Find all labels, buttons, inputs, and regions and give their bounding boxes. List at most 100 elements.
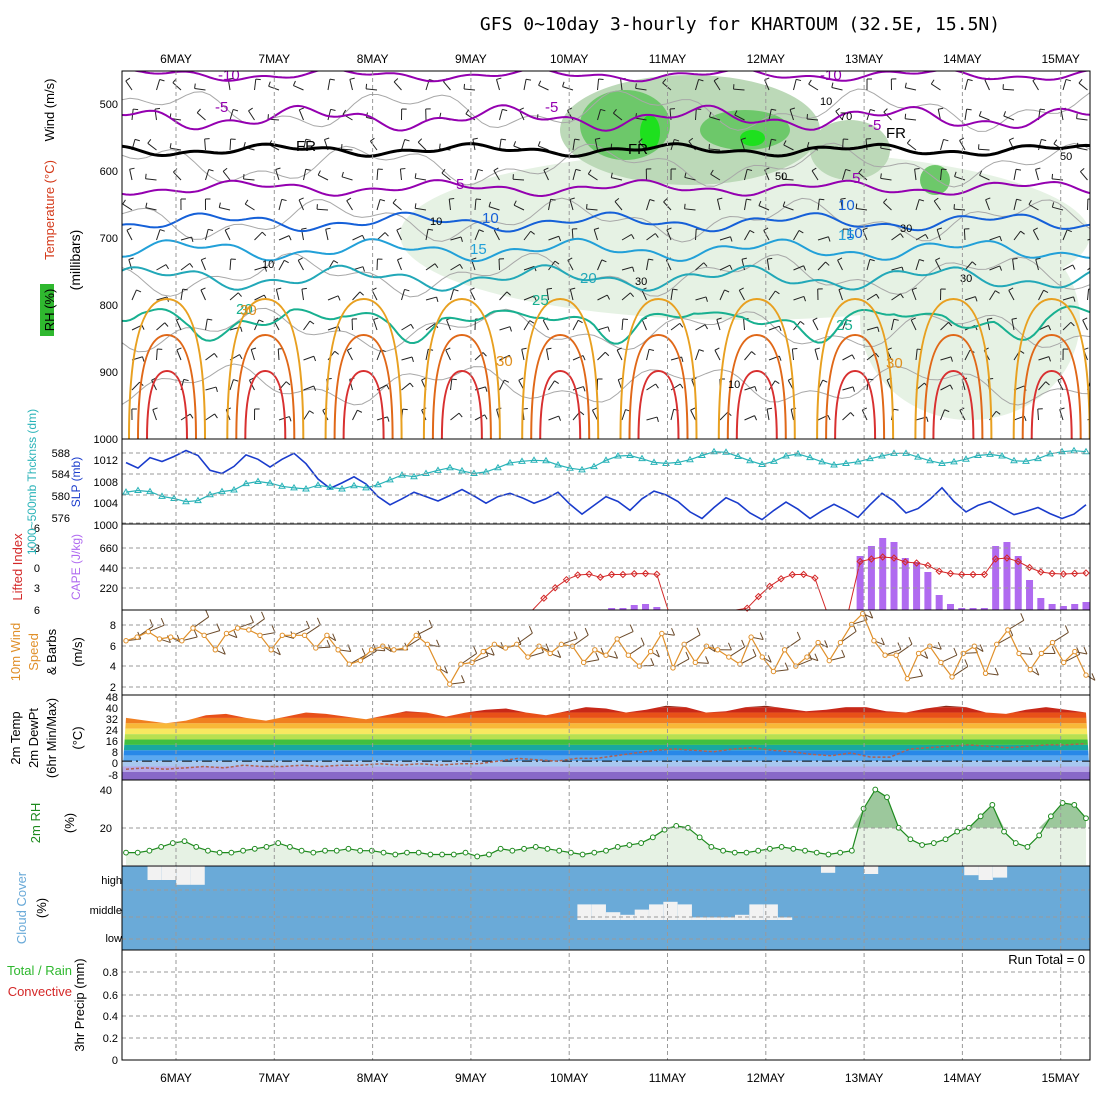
li-point <box>585 570 593 578</box>
wind-speed-point <box>357 657 364 664</box>
cape-bar <box>935 595 943 610</box>
rh-point <box>205 847 211 854</box>
upper-barb-flag <box>509 326 512 332</box>
rh-point <box>708 843 715 850</box>
upper-barb <box>862 229 868 241</box>
upper-barb-flag <box>604 351 610 357</box>
isotherm-6 <box>122 264 1090 292</box>
warm-cell <box>637 369 680 439</box>
upper-barb <box>301 289 304 301</box>
upper-barb-flag <box>944 409 950 413</box>
li-point <box>946 569 955 578</box>
rh-contour-label: 30 <box>960 273 972 285</box>
ylabel-temp-3: (6hr Min/Max) <box>44 698 59 778</box>
upper-barb-flag <box>152 407 158 411</box>
thickness-point <box>410 472 418 480</box>
warm-cell <box>1021 333 1082 439</box>
upper-barb-flag <box>778 355 782 361</box>
upper-barb <box>327 79 331 91</box>
upper-barb <box>125 80 133 91</box>
upper-barb-flag <box>869 258 875 262</box>
rh-point <box>439 851 445 858</box>
wind-barb-flag <box>655 649 660 658</box>
rh-point <box>544 845 551 852</box>
upper-barb <box>641 289 647 301</box>
upper-barb <box>719 289 725 301</box>
upper-barb <box>646 349 650 361</box>
upper-barb-flag <box>601 259 607 263</box>
thickness-point <box>302 484 310 492</box>
frame-wind <box>121 609 1091 696</box>
wind-speed-point <box>781 647 788 653</box>
li-point <box>890 554 898 562</box>
upper-barb <box>837 259 843 271</box>
upper-barb-flag <box>194 83 196 89</box>
upper-barb-flag <box>880 173 882 179</box>
upper-barb-flag <box>1053 139 1058 145</box>
upper-barb-flag <box>518 377 524 381</box>
wind-barb-flag <box>994 667 999 676</box>
wind-barb-flag <box>316 617 321 626</box>
wind-speed-point <box>871 638 877 644</box>
warm-cell <box>834 369 877 439</box>
upper-barb <box>131 381 141 391</box>
upper-barb-flag <box>893 408 899 411</box>
rh-point <box>919 842 925 848</box>
tick-label: 3 <box>34 583 40 595</box>
wind-barb-flag <box>964 659 969 667</box>
thickness-point <box>722 448 730 455</box>
upper-barb-flag <box>451 378 457 381</box>
upper-barb-flag <box>281 198 287 202</box>
wind-barb-flag <box>784 662 789 670</box>
upper-barb <box>569 199 574 211</box>
thickness-point <box>1082 447 1090 455</box>
upper-barb-flag <box>1076 113 1078 119</box>
li-point <box>619 570 627 579</box>
upper-barb-flag <box>663 198 668 203</box>
rh-point <box>380 849 387 856</box>
upper-barb-flag <box>999 236 1003 242</box>
upper-barb <box>586 208 598 211</box>
li-point <box>1071 569 1079 578</box>
rh-point <box>767 845 773 852</box>
wind-speed-point <box>580 659 587 666</box>
thickness-point <box>962 455 970 462</box>
upper-barb-flag <box>1048 356 1051 362</box>
upper-barb <box>366 88 378 91</box>
cloud-high-bar <box>190 866 205 885</box>
upper-barb-flag <box>134 138 140 142</box>
upper-barb-flag <box>465 109 470 115</box>
thickness-point <box>650 458 658 465</box>
upper-barb <box>352 234 363 241</box>
upper-barb <box>341 176 353 181</box>
upper-barb-flag <box>703 262 708 267</box>
wind-barb <box>1052 632 1069 643</box>
rh-point <box>790 845 797 852</box>
upper-barb-flag <box>883 108 888 113</box>
upper-barb <box>1059 409 1064 421</box>
upper-barb <box>783 144 794 151</box>
date-label-bottom: 8MAY <box>357 1071 389 1085</box>
cape-bar <box>992 546 1000 610</box>
warm-cell <box>128 297 206 439</box>
wind-speed-point <box>413 632 419 639</box>
thickness-point <box>134 486 142 494</box>
cape-bar <box>1082 602 1090 610</box>
upper-barb-flag <box>999 265 1003 271</box>
rh-point <box>322 847 328 854</box>
upper-barb <box>670 409 675 421</box>
date-label-bottom: 7MAY <box>258 1071 290 1085</box>
cape-bar <box>879 538 887 610</box>
upper-barb <box>156 296 168 301</box>
upper-barb-flag <box>808 79 812 85</box>
wind-speed-point <box>1083 672 1089 678</box>
li-point <box>1082 569 1090 577</box>
upper-barb-flag <box>1023 416 1027 422</box>
wind-barb-flag <box>490 648 495 656</box>
upper-barb <box>891 293 901 301</box>
upper-barb <box>543 169 549 181</box>
upper-barb-flag <box>831 82 834 88</box>
upper-barb <box>744 230 751 241</box>
rh-point <box>1024 843 1031 850</box>
upper-barb <box>935 259 941 271</box>
